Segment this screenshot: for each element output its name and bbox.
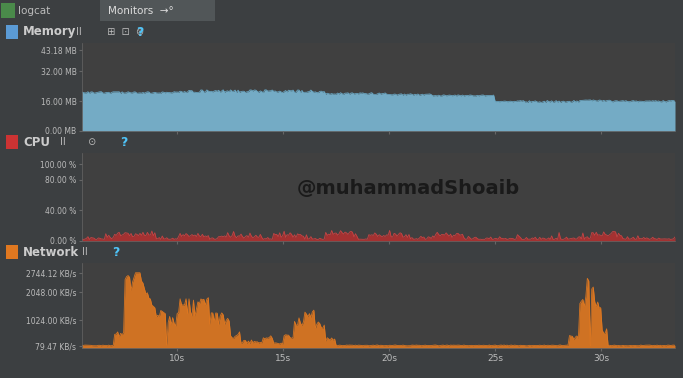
Bar: [6, 245, 18, 259]
Text: ?: ?: [120, 135, 127, 149]
Text: logcat: logcat: [18, 6, 51, 15]
Bar: [0, 0, 100, 21]
Text: ?: ?: [111, 245, 119, 259]
Bar: [6, 135, 18, 149]
Text: II: II: [59, 137, 66, 147]
Text: Memory: Memory: [23, 25, 76, 39]
Text: Network: Network: [23, 245, 79, 259]
Bar: [1, 3, 15, 18]
Text: CPU: CPU: [23, 135, 50, 149]
Text: @muhammadShoaib: @muhammadShoaib: [296, 179, 520, 198]
Text: II: II: [76, 27, 82, 37]
Bar: [100, 0, 215, 21]
Text: ⊞  ⊡  ⊛: ⊞ ⊡ ⊛: [101, 27, 144, 37]
Text: Monitors  →°: Monitors →°: [108, 6, 173, 15]
Text: ⊙: ⊙: [85, 137, 96, 147]
Text: II: II: [82, 247, 87, 257]
Text: ?: ?: [136, 25, 143, 39]
Bar: [6, 25, 18, 39]
